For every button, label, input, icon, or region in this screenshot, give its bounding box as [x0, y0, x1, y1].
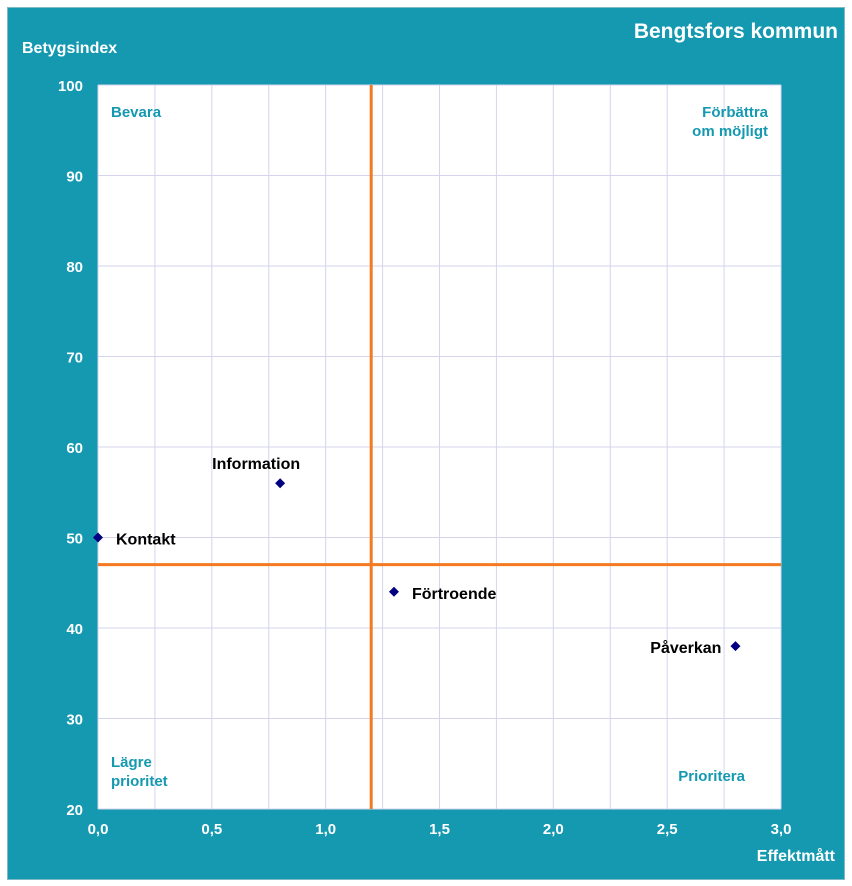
data-point-marker: [730, 641, 741, 652]
y-tick-label: 60: [66, 440, 83, 457]
y-tick-label: 30: [66, 712, 83, 729]
x-tick-label: 2,5: [657, 821, 678, 838]
y-tick-label: 90: [66, 169, 83, 186]
x-tick-label: 3,0: [771, 821, 792, 838]
data-point-marker: [93, 532, 103, 543]
data-point-label: Information: [212, 456, 300, 473]
x-tick-label: 1,0: [315, 821, 336, 838]
quadrant-label-bottom-left: Lägre: [111, 754, 152, 771]
chart-title: Bengtsfors kommun: [634, 20, 838, 43]
quadrant-label-top-right: om möjligt: [692, 123, 768, 140]
x-axis-label: Effektmått: [757, 847, 836, 865]
reference-lines: [98, 85, 781, 809]
quadrant-label-top-left: Bevara: [111, 104, 162, 121]
y-tick-label: 50: [66, 531, 83, 548]
y-tick-label: 20: [66, 802, 83, 819]
y-tick-label: 70: [66, 350, 83, 367]
quadrant-label-top-right: Förbättra: [702, 104, 768, 121]
x-tick-label: 0,0: [88, 821, 109, 838]
x-tick-label: 0,5: [201, 821, 222, 838]
y-tick-label: 80: [66, 259, 83, 276]
gridlines: [97, 84, 782, 810]
x-tick-label: 2,0: [543, 821, 564, 838]
data-point-marker: [275, 478, 286, 489]
y-tick-label: 40: [66, 621, 83, 638]
quadrant-label-bottom-left: prioritet: [111, 773, 168, 790]
tick-labels: 20 30 40 50 60 70 80 90 100 0,0 0,5 1,0 1,5 2,0 2,5 3,0: [58, 78, 791, 838]
quadrant-labels: Bevara Förbättra om möjligt Lägre prioritet P…: [111, 104, 769, 790]
data-point-label: Påverkan: [650, 639, 721, 657]
quadrant-label-bottom-right: Prioritera: [678, 768, 745, 785]
x-tick-label: 1,5: [429, 821, 450, 838]
data-point-marker: [388, 586, 399, 597]
data-point-label: Kontakt: [116, 532, 176, 549]
y-tick-label: 100: [58, 78, 83, 95]
data-points: Information Kontakt Förtroende Påverkan: [93, 456, 741, 657]
y-axis-label: Betygsindex: [22, 40, 117, 57]
data-point-label: Förtroende: [412, 586, 497, 603]
